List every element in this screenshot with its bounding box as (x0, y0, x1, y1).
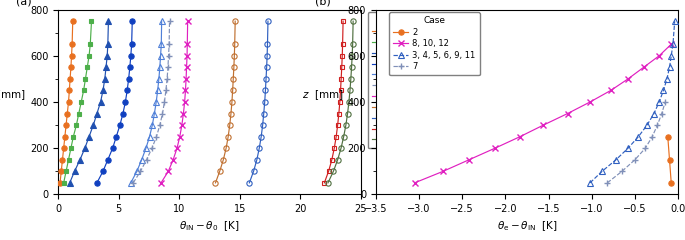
Legend: 2, 8, 10, 12, 3, 4, 5, 6, 9, 11, 7: 2, 8, 10, 12, 3, 4, 5, 6, 9, 11, 7 (389, 12, 480, 75)
Y-axis label: $z$  [mm]: $z$ [mm] (0, 88, 26, 102)
Legend: 2, 3, 4, 5, 6, 7, 8, 9, 10, 11, 12: 2, 3, 4, 5, 6, 7, 8, 9, 10, 11, 12 (368, 12, 406, 148)
X-axis label: $\theta_{\rm IN} - \theta_0$  [K]: $\theta_{\rm IN} - \theta_0$ [K] (179, 220, 240, 234)
Text: (a): (a) (16, 0, 32, 6)
X-axis label: $\theta_{\rm e} - \theta_{\rm IN}$  [K]: $\theta_{\rm e} - \theta_{\rm IN}$ [K] (497, 220, 558, 234)
Y-axis label: $z$  [mm]: $z$ [mm] (301, 88, 343, 102)
Text: (b): (b) (315, 0, 331, 6)
